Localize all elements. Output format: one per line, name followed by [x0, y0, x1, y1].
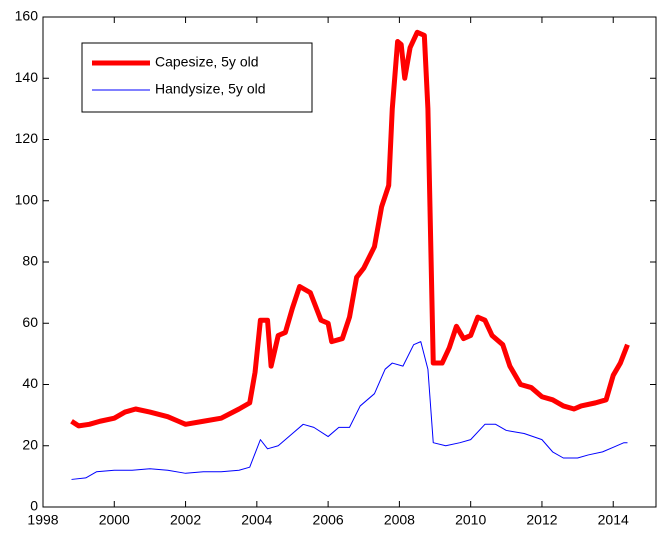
x-tick-label: 2010: [455, 512, 486, 528]
x-tick-label: 2004: [241, 512, 272, 528]
y-tick-label: 140: [15, 69, 39, 85]
y-tick-label: 60: [22, 314, 38, 330]
legend-label: Capesize, 5y old: [155, 54, 259, 70]
x-tick-label: 2000: [99, 512, 130, 528]
x-tick-label: 2012: [526, 512, 557, 528]
y-tick-label: 120: [15, 130, 39, 146]
y-tick-label: 80: [22, 253, 38, 269]
legend-box: [81, 42, 313, 113]
x-tick-label: 2014: [598, 512, 629, 528]
x-tick-label: 2006: [313, 512, 344, 528]
y-tick-label: 0: [30, 498, 38, 514]
y-tick-label: 20: [22, 436, 38, 452]
x-tick-label: 1998: [27, 512, 58, 528]
x-tick-label: 2002: [170, 512, 201, 528]
line-series: [70, 29, 630, 429]
y-tick-label: 40: [22, 375, 38, 391]
legend-label: Handysize, 5y old: [155, 81, 266, 97]
y-tick-label: 100: [15, 191, 39, 207]
line-series: [71, 341, 628, 480]
x-tick-label: 2008: [384, 512, 415, 528]
y-tick-label: 160: [15, 8, 39, 24]
